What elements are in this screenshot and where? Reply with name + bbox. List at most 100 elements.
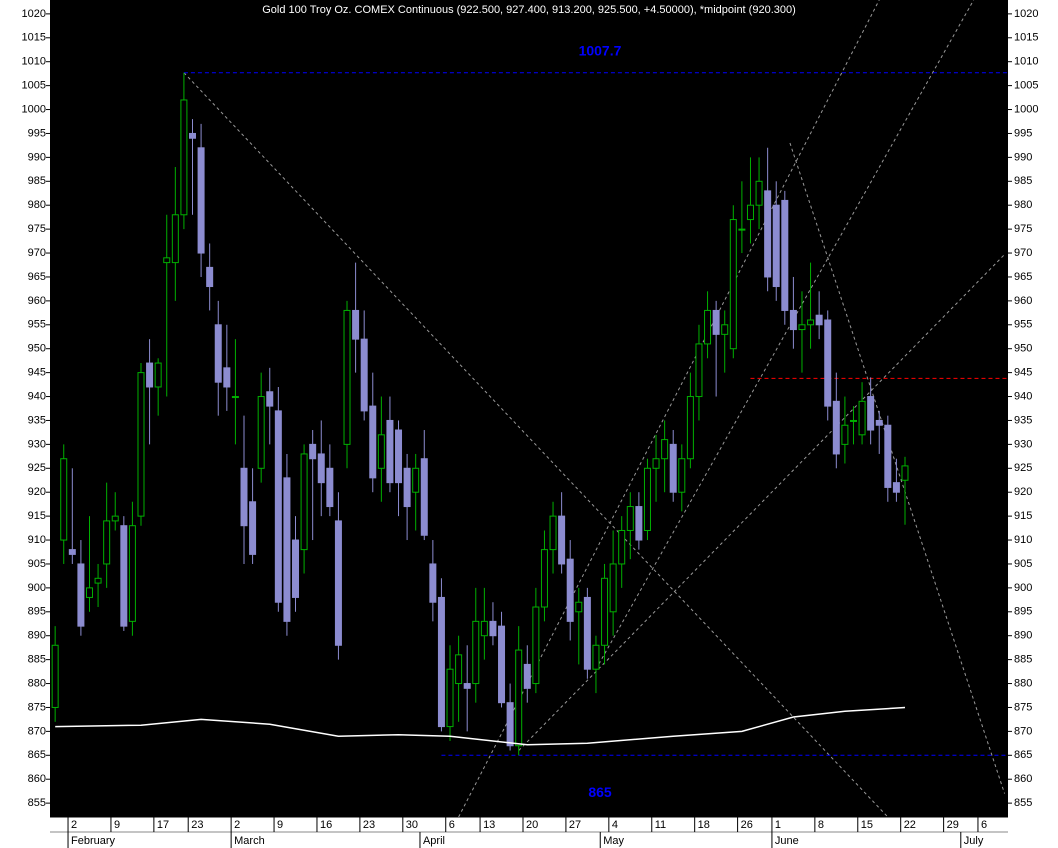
trendline — [518, 254, 1005, 751]
plot — [51, 0, 1008, 817]
y2-tick-label: 875 — [1014, 701, 1032, 713]
candle-body — [472, 620, 480, 685]
y-tick-label: 905 — [28, 558, 46, 570]
candle-body — [867, 396, 875, 431]
y2-tick-label: 980 — [1014, 199, 1032, 211]
month-label: April — [423, 835, 445, 847]
candle-body — [601, 577, 609, 646]
x-tick-label: 4 — [612, 819, 618, 831]
candle-body — [386, 419, 394, 484]
candle-body — [249, 501, 257, 555]
y2-tick-label: 855 — [1014, 797, 1032, 809]
y2-tick-label: 890 — [1014, 630, 1032, 642]
x-tick-label: 2 — [71, 819, 77, 831]
candle-body — [592, 644, 600, 670]
y2-tick-label: 920 — [1014, 486, 1032, 498]
candle-body — [352, 309, 360, 340]
candle-body — [841, 424, 849, 445]
candle-body — [455, 654, 463, 685]
y-tick-label: 865 — [28, 749, 46, 761]
y2-tick-label: 860 — [1014, 773, 1032, 785]
y-tick-label: 1020 — [22, 8, 46, 20]
y-tick-label: 970 — [28, 247, 46, 259]
x-tick-label: 11 — [655, 819, 666, 831]
month-label: May — [603, 835, 624, 847]
candle-body — [51, 644, 59, 708]
y-tick-label: 945 — [28, 367, 46, 379]
candle-body — [103, 520, 111, 565]
trendline — [183, 72, 889, 817]
candle-body — [532, 606, 540, 685]
candle-body — [463, 683, 471, 689]
y2-tick-label: 1010 — [1014, 56, 1038, 68]
candle-body — [858, 400, 866, 436]
y-tick-label: 870 — [28, 725, 46, 737]
y-tick-label: 880 — [28, 677, 46, 689]
candle-body — [892, 482, 900, 493]
candle-body — [652, 458, 660, 469]
candle-body — [764, 190, 772, 278]
candle-body — [317, 453, 325, 484]
y-tick-label: 1005 — [22, 80, 46, 92]
candle-body — [429, 563, 437, 603]
trendline — [789, 142, 1006, 794]
y2-tick-label: 915 — [1014, 510, 1032, 522]
y-tick-label: 965 — [28, 271, 46, 283]
x-tick-label: 23 — [191, 819, 203, 831]
candle-body — [515, 649, 523, 747]
candle-body — [643, 467, 651, 531]
candle-body — [223, 367, 231, 388]
month-label: March — [234, 835, 265, 847]
y2-tick-label: 1000 — [1014, 103, 1038, 115]
candle-body — [884, 424, 892, 488]
y-tick-label: 1015 — [22, 32, 46, 44]
candle-body — [540, 549, 548, 608]
y2-tick-label: 955 — [1014, 319, 1032, 331]
candle-body — [566, 558, 574, 622]
candle-body — [94, 577, 102, 584]
candle-body — [326, 467, 334, 508]
candle-body — [661, 439, 669, 460]
x-tick-label: 17 — [157, 819, 169, 831]
x-tick-label: 6 — [449, 819, 455, 831]
y2-tick-label: 960 — [1014, 295, 1032, 307]
y2-tick-label: 905 — [1014, 558, 1032, 570]
x-tick-label: 13 — [483, 819, 495, 831]
candle-body — [789, 309, 797, 331]
candle-body — [77, 563, 85, 627]
candle-body — [729, 219, 737, 350]
month-label: July — [964, 835, 984, 847]
candle-body — [523, 663, 531, 689]
y2-tick-label: 925 — [1014, 462, 1032, 474]
candle-body — [377, 434, 385, 469]
y-tick-label: 860 — [28, 773, 46, 785]
candle-body — [146, 362, 154, 388]
x-tick-label: 9 — [114, 819, 120, 831]
x-tick-label: 20 — [526, 819, 538, 831]
y2-tick-label: 965 — [1014, 271, 1032, 283]
candle-body — [343, 309, 351, 445]
y2-tick-label: 1005 — [1014, 80, 1038, 92]
candle-body — [120, 525, 128, 627]
y-tick-label: 990 — [28, 151, 46, 163]
candle-body — [412, 467, 420, 493]
candle-body — [738, 228, 746, 231]
candle-body — [686, 396, 694, 460]
candle-body — [128, 525, 136, 622]
chart-title: Gold 100 Troy Oz. COMEX Continuous (922.… — [262, 4, 796, 16]
y-tick-label: 935 — [28, 414, 46, 426]
candle-body — [163, 257, 171, 264]
candle-body — [403, 467, 411, 508]
candle-body — [206, 266, 214, 288]
y-tick-label: 1000 — [22, 103, 46, 115]
candle-body — [626, 506, 634, 531]
y2-tick-label: 895 — [1014, 606, 1032, 618]
y-tick-label: 940 — [28, 390, 46, 402]
y-tick-label: 980 — [28, 199, 46, 211]
candle-body — [815, 314, 823, 326]
candle-body — [283, 477, 291, 622]
candle-body — [214, 324, 222, 383]
y-tick-label: 985 — [28, 175, 46, 187]
y2-tick-label: 935 — [1014, 414, 1032, 426]
candle-body — [240, 467, 248, 527]
